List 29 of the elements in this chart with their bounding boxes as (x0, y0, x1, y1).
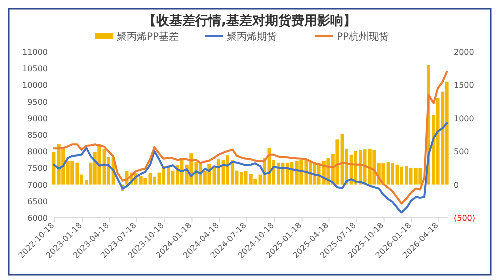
y-tick-label: 11000 (22, 48, 48, 57)
chart-title: 【收基差行情,基差对期货费用影响】 (144, 13, 356, 29)
y-tick-label: 9000 (28, 114, 48, 124)
y2-tick-label: 1000 (454, 114, 474, 124)
bar (445, 82, 449, 185)
line-series (53, 70, 448, 205)
line-series (53, 122, 448, 214)
bar (295, 160, 299, 185)
bar (418, 168, 422, 185)
y-tick-label: 8500 (28, 131, 48, 140)
y2-tick-label: (500) (454, 214, 476, 223)
y-tick-label: 10500 (22, 64, 48, 74)
y-tick-label: 7500 (28, 164, 48, 174)
y2-tick-label: 0 (454, 180, 460, 190)
y2-tick-label: 1500 (454, 81, 474, 90)
legend-label: 聚丙烯PP基差 (117, 31, 180, 43)
y2-tick-label: 500 (454, 148, 470, 157)
y2-tick-label: 2000 (454, 48, 474, 57)
y-tick-label: 10000 (22, 81, 48, 90)
y-tick-label: 6500 (28, 197, 48, 206)
y-tick-label: 9500 (28, 98, 48, 107)
bar (144, 178, 148, 185)
y-tick-label: 6000 (28, 214, 48, 223)
legend-label: PP杭州现货 (337, 31, 390, 43)
y-tick-label: 7000 (28, 180, 48, 190)
legend-label: 聚丙烯期货 (227, 31, 277, 43)
bar (336, 140, 340, 185)
bar (414, 168, 418, 185)
y-tick-label: 8000 (28, 148, 48, 157)
